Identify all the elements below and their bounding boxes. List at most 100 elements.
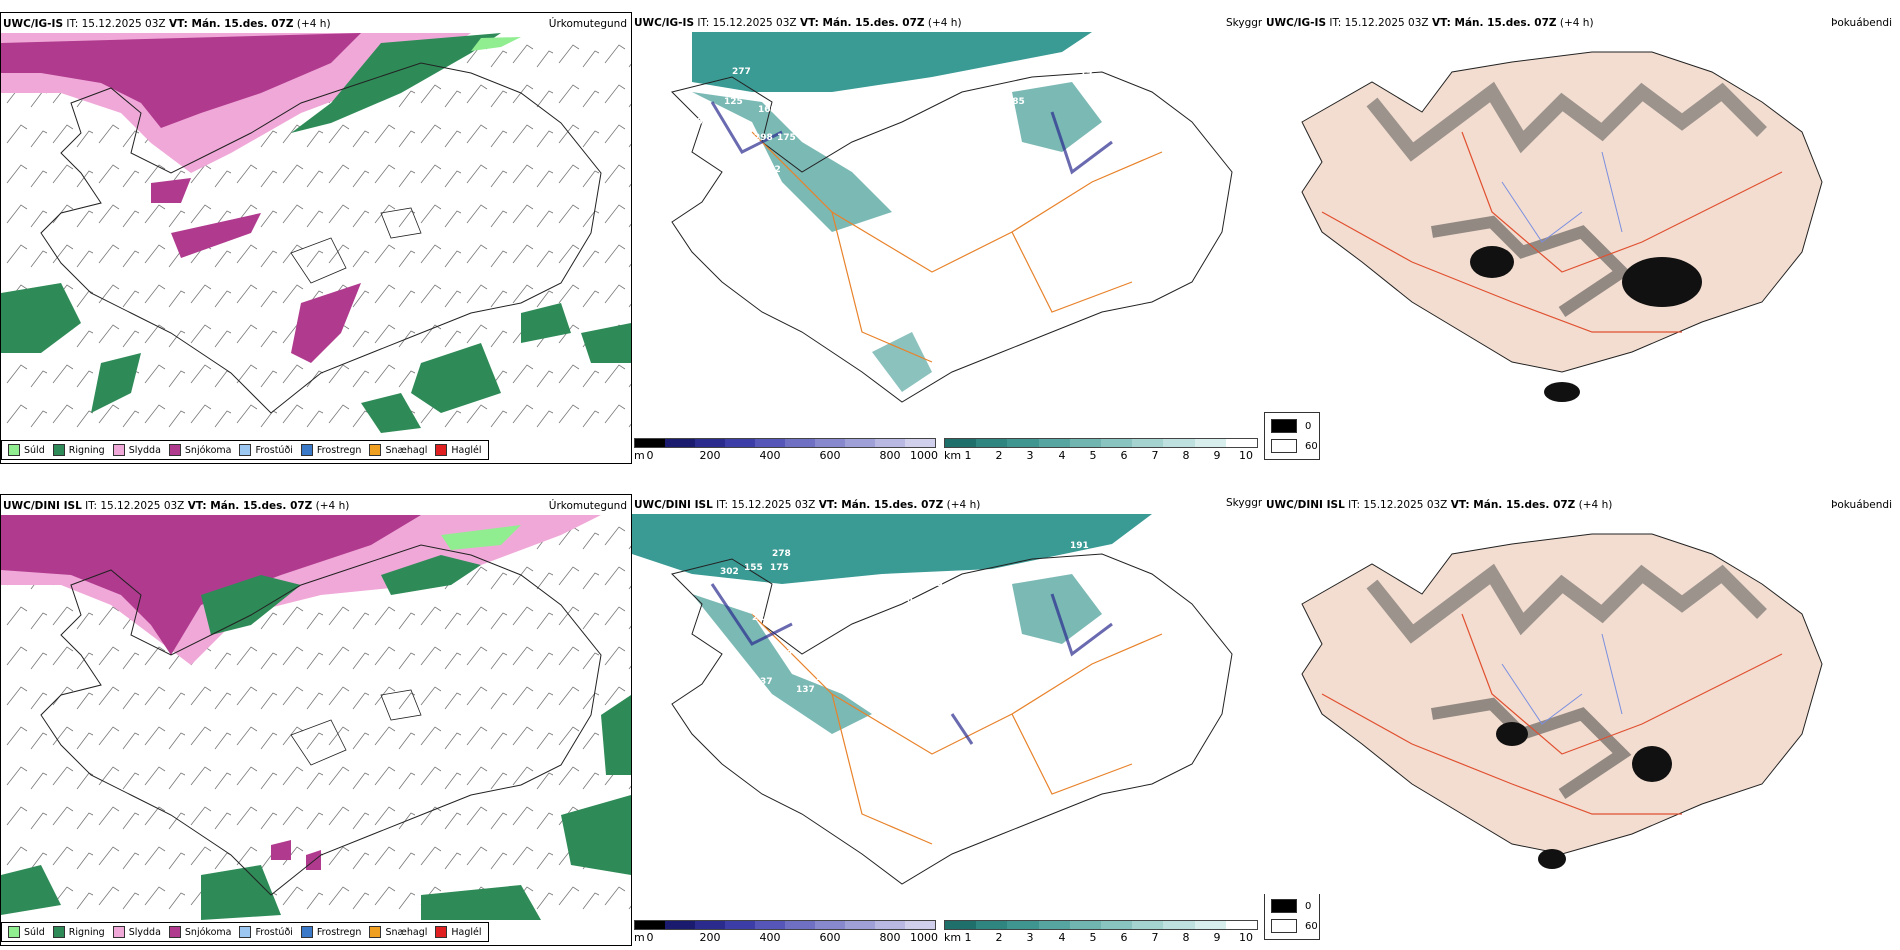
visibility-title: Skyggni xyxy=(1226,17,1268,29)
svg-text:583: 583 xyxy=(754,231,773,241)
snow-depth-colorbar: m 0 200 400 600 800 1000 xyxy=(634,438,938,466)
svg-text:105: 105 xyxy=(756,185,775,195)
svg-text:286: 286 xyxy=(922,113,941,123)
svg-text:55: 55 xyxy=(888,791,901,801)
svg-text:287: 287 xyxy=(934,179,953,189)
model-name: UWC/IG-IS xyxy=(3,18,64,30)
fog-indicator-map xyxy=(1301,533,1823,869)
svg-text:93: 93 xyxy=(780,647,793,657)
svg-text:566: 566 xyxy=(684,117,703,127)
svg-text:95: 95 xyxy=(816,673,829,683)
svg-text:191: 191 xyxy=(1070,541,1089,551)
legend-item-sleet: Slydda xyxy=(112,444,161,456)
svg-text:186: 186 xyxy=(894,595,913,605)
legend-item-freezing-drizzle: Frostúði xyxy=(239,444,293,456)
svg-text:17: 17 xyxy=(1080,71,1093,81)
svg-text:73: 73 xyxy=(692,243,705,253)
snow-colorbar-unit: m xyxy=(634,449,645,462)
panel-header: UWC/IG-IS IT: 15.12.2025 03Z VT: Mán. 15… xyxy=(3,17,627,31)
fog-legend: 0 60 xyxy=(1264,892,1320,940)
svg-text:225: 225 xyxy=(752,613,771,623)
issue-time: IT: 15.12.2025 03Z xyxy=(697,17,797,29)
legend-item-sleet: Slydda xyxy=(112,926,161,938)
panel-header: UWC/IG-IS IT: 15.12.2025 03Z VT: Mán. 15… xyxy=(1266,16,1892,30)
model-name: UWC/IG-IS xyxy=(634,17,695,29)
fog-legend: 0 60 xyxy=(1264,412,1320,460)
legend-item-hail: Haglél xyxy=(435,926,482,938)
svg-text:278: 278 xyxy=(772,549,791,559)
legend-item-snow-pellets: Snæhagl xyxy=(369,926,427,938)
valid-time: VT: Mán. 15.des. 07Z xyxy=(168,18,294,30)
issue-time: IT: 15.12.2025 03Z xyxy=(1348,499,1448,511)
valid-time: VT: Mán. 15.des. 07Z xyxy=(1450,499,1576,511)
model-name: UWC/DINI ISL xyxy=(634,499,713,511)
valid-time: VT: Mán. 15.des. 07Z xyxy=(818,499,944,511)
model-name: UWC/DINI ISL xyxy=(1266,499,1345,511)
svg-text:125: 125 xyxy=(724,97,743,107)
svg-text:183: 183 xyxy=(736,199,755,209)
svg-text:37: 37 xyxy=(760,677,773,687)
svg-text:387: 387 xyxy=(796,591,815,601)
svg-text:277: 277 xyxy=(732,67,751,77)
legend-item-snow: Snjókoma xyxy=(168,444,231,456)
precip-type-legend: Súld Rigning Slydda Snjókoma Frostúði Fr… xyxy=(1,922,489,942)
fog-indicator-map xyxy=(1301,51,1823,402)
panel-header: UWC/DINI ISL IT: 15.12.2025 03Z VT: Mán.… xyxy=(634,498,1258,512)
legend-item-snow-pellets: Snæhagl xyxy=(369,444,427,456)
svg-text:32: 32 xyxy=(922,691,935,701)
legend-item-rain: Rigning xyxy=(52,444,105,456)
vis-colorbar-unit: km xyxy=(944,931,962,944)
panel-header: UWC/DINI ISL IT: 15.12.2025 03Z VT: Mán.… xyxy=(1266,498,1892,512)
legend-item-freezing-drizzle: Frostúði xyxy=(239,926,293,938)
lead-time: (+4 h) xyxy=(1559,17,1594,29)
visibility-panel-top: UWC/IG-IS IT: 15.12.2025 03Z VT: Mán. 15… xyxy=(632,12,1262,464)
svg-text:18: 18 xyxy=(1024,573,1037,583)
issue-time: IT: 15.12.2025 03Z xyxy=(85,500,185,512)
svg-text:148: 148 xyxy=(980,669,999,679)
fog-indicator-panel-top: UWC/IG-IS IT: 15.12.2025 03Z VT: Mán. 15… xyxy=(1262,12,1896,412)
snow-colorbar-unit: m xyxy=(634,931,645,944)
precip-type-legend: Súld Rigning Slydda Snjókoma Frostúði Fr… xyxy=(1,440,489,460)
svg-text:298: 298 xyxy=(754,133,773,143)
issue-time: IT: 15.12.2025 03Z xyxy=(716,499,816,511)
svg-text:219: 219 xyxy=(962,577,981,587)
visibility-panel-bottom: UWC/DINI ISL IT: 15.12.2025 03Z VT: Mán.… xyxy=(632,494,1262,946)
svg-text:271: 271 xyxy=(788,635,807,645)
snow-depth-labels: 277 125 169 566 111 101 298 175 162 105 … xyxy=(670,67,1093,257)
svg-text:129: 129 xyxy=(772,215,791,225)
vis-colorbar-unit: km xyxy=(944,449,962,462)
svg-text:155: 155 xyxy=(744,563,763,573)
svg-text:169: 169 xyxy=(758,105,777,115)
product-title: Þokuábendi xyxy=(1831,17,1892,29)
legend-item-rain: Rigning xyxy=(52,926,105,938)
lead-time: (+4 h) xyxy=(1578,499,1613,511)
lead-time: (+4 h) xyxy=(946,499,981,511)
visibility-colorbar: km 1 2 3 4 5 6 7 8 9 10 xyxy=(944,438,1258,466)
svg-text:162: 162 xyxy=(762,165,781,175)
precip-type-map xyxy=(1,33,631,438)
svg-text:186: 186 xyxy=(992,599,1011,609)
legend-item-freezing-rain: Frostregn xyxy=(300,926,361,938)
precip-type-map xyxy=(1,515,631,920)
issue-time: IT: 15.12.2025 03Z xyxy=(66,18,166,30)
panel-header: UWC/IG-IS IT: 15.12.2025 03Z VT: Mán. 15… xyxy=(634,16,1258,30)
svg-text:107: 107 xyxy=(912,805,931,815)
precip-type-panel-top: UWC/IG-IS IT: 15.12.2025 03Z VT: Mán. 15… xyxy=(0,12,632,464)
svg-text:154: 154 xyxy=(894,153,913,163)
lead-time: (+4 h) xyxy=(296,18,331,30)
legend-item-freezing-rain: Frostregn xyxy=(300,444,361,456)
svg-text:66: 66 xyxy=(670,247,683,257)
svg-text:231: 231 xyxy=(956,197,975,207)
visibility-title: Skyggni xyxy=(1226,497,1268,509)
panel-header: UWC/DINI ISL IT: 15.12.2025 03Z VT: Mán.… xyxy=(3,499,627,513)
svg-text:175: 175 xyxy=(777,133,796,143)
svg-text:305: 305 xyxy=(924,579,943,589)
product-title: Úrkomutegund xyxy=(548,500,627,512)
svg-text:167: 167 xyxy=(944,109,963,119)
svg-text:547: 547 xyxy=(772,243,791,253)
lead-time: (+4 h) xyxy=(927,17,962,29)
svg-text:27: 27 xyxy=(882,811,895,821)
product-title: Úrkomutegund xyxy=(548,18,627,30)
lead-time: (+4 h) xyxy=(315,500,350,512)
svg-text:128: 128 xyxy=(748,195,767,205)
